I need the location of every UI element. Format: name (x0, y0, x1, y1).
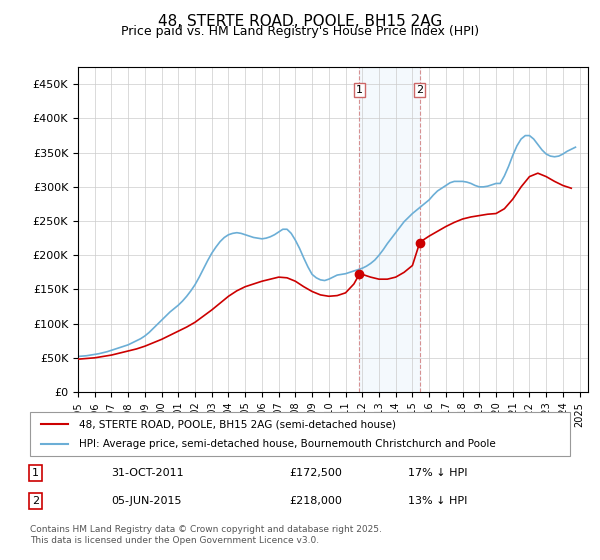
Text: 48, STERTE ROAD, POOLE, BH15 2AG (semi-detached house): 48, STERTE ROAD, POOLE, BH15 2AG (semi-d… (79, 419, 395, 429)
Text: £218,000: £218,000 (289, 496, 342, 506)
Text: 2: 2 (32, 496, 39, 506)
Text: HPI: Average price, semi-detached house, Bournemouth Christchurch and Poole: HPI: Average price, semi-detached house,… (79, 439, 496, 449)
Text: 2: 2 (416, 85, 423, 95)
Bar (359, 67, 419, 392)
FancyBboxPatch shape (30, 412, 570, 456)
Text: Contains HM Land Registry data © Crown copyright and database right 2025.
This d: Contains HM Land Registry data © Crown c… (30, 525, 382, 545)
Text: 17% ↓ HPI: 17% ↓ HPI (408, 468, 467, 478)
Text: 1: 1 (356, 85, 363, 95)
Text: 48, STERTE ROAD, POOLE, BH15 2AG: 48, STERTE ROAD, POOLE, BH15 2AG (158, 14, 442, 29)
Text: 31-OCT-2011: 31-OCT-2011 (111, 468, 184, 478)
Text: 05-JUN-2015: 05-JUN-2015 (111, 496, 182, 506)
Text: Price paid vs. HM Land Registry's House Price Index (HPI): Price paid vs. HM Land Registry's House … (121, 25, 479, 38)
Text: £172,500: £172,500 (289, 468, 342, 478)
Text: 13% ↓ HPI: 13% ↓ HPI (408, 496, 467, 506)
Text: 1: 1 (32, 468, 39, 478)
